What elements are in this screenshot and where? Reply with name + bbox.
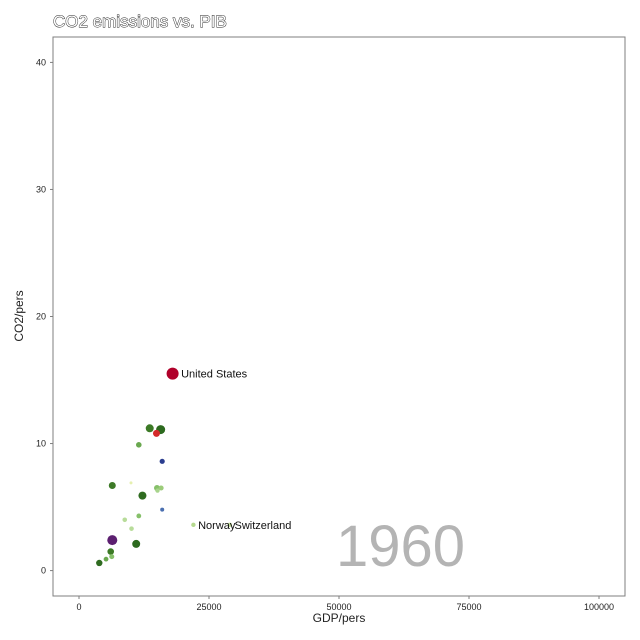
plot-frame — [52, 36, 626, 597]
data-point — [107, 548, 115, 555]
data-point — [132, 539, 141, 548]
data-point — [155, 488, 160, 493]
y-axis-label: CO2/pers — [12, 290, 26, 341]
data-point — [145, 424, 154, 433]
data-point — [152, 429, 160, 437]
y-tick-label: 20 — [36, 312, 46, 322]
x-tick-label: 25000 — [196, 602, 221, 612]
data-point — [136, 442, 142, 448]
point-label: Norway — [198, 520, 236, 532]
data-point — [122, 517, 128, 523]
point-label: Switzerland — [235, 520, 292, 532]
point-label: United States — [181, 369, 248, 381]
data-point — [129, 481, 133, 485]
data-point — [129, 526, 134, 531]
y-tick-label: 30 — [36, 184, 46, 194]
data-point — [166, 367, 179, 380]
data-point — [158, 485, 164, 491]
data-point — [138, 491, 147, 500]
x-axis-label: GDP/pers — [313, 611, 366, 625]
points-layer — [96, 367, 232, 567]
data-point — [160, 507, 165, 512]
x-axis: 0 25000 50000 75000 100000 — [76, 596, 614, 612]
x-tick-label: 0 — [76, 602, 81, 612]
x-tick-label: 50000 — [326, 602, 351, 612]
y-axis: 0 10 20 30 40 — [36, 57, 53, 576]
x-tick-label: 75000 — [456, 602, 481, 612]
data-point — [103, 556, 109, 562]
data-point — [191, 522, 196, 528]
y-tick-label: 40 — [36, 57, 46, 67]
y-tick-label: 10 — [36, 439, 46, 449]
data-point — [109, 554, 115, 560]
data-point — [107, 535, 118, 546]
chart-title: CO2 emissions vs. PIB — [53, 12, 227, 31]
y-tick-label: 0 — [41, 566, 46, 576]
data-point — [108, 481, 116, 489]
x-tick-label: 100000 — [584, 602, 614, 612]
year-label: 1960 — [336, 514, 465, 579]
point-labels-layer: United States Norway Switzerland — [181, 369, 291, 532]
data-point — [136, 513, 142, 519]
data-point — [96, 559, 103, 567]
data-point — [159, 458, 165, 464]
data-point — [227, 522, 232, 528]
